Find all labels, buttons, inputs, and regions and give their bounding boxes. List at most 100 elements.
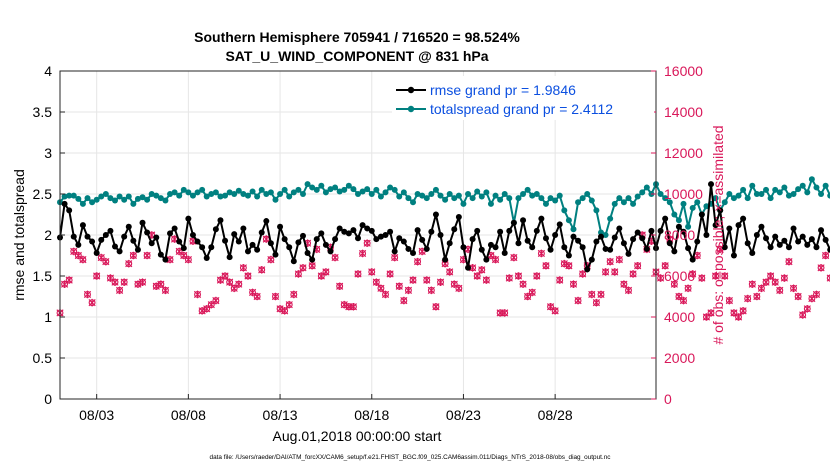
obs-assimilated-mark [166, 255, 174, 264]
obs-assimilated-mark [239, 264, 247, 272]
totalspread-point [322, 189, 329, 196]
totalspread-point [199, 186, 206, 193]
rmse-point [267, 240, 274, 247]
legend-rmse-label: rmse grand pr = 1.9846 [430, 82, 576, 98]
obs-marker [106, 274, 115, 282]
totalspread-point [602, 232, 609, 238]
obs-marker [670, 280, 678, 288]
rmse-point [744, 240, 751, 247]
totalspread-point [368, 191, 375, 197]
rmse-point [355, 235, 361, 242]
rmse-point [364, 225, 371, 232]
totalspread-point [148, 191, 155, 197]
obs-assimilated-mark [372, 278, 380, 286]
totalspread-point [350, 186, 357, 193]
obs-assimilated-mark [235, 280, 243, 288]
totalspread-point [304, 181, 311, 188]
totalspread-point [437, 192, 444, 199]
rmse-point [235, 238, 242, 245]
rmse-point [474, 227, 481, 234]
x-tick-label: 08/13 [263, 407, 298, 423]
totalspread-point [712, 195, 719, 202]
rmse-point [524, 237, 531, 244]
obs-assimilated-mark [592, 298, 600, 307]
obs-assimilated-mark [93, 272, 101, 280]
legend-spread-marker [407, 105, 415, 113]
rmse-point [102, 232, 109, 238]
rmse-point [277, 223, 284, 230]
x-axis: 08/03 08/08 08/13 08/18 08/23 08/28 [79, 394, 573, 423]
rmse-point [212, 226, 219, 233]
legend: rmse grand pr = 1.9846 totalspread grand… [392, 76, 654, 120]
totalspread-point [542, 200, 549, 207]
totalspread-point [387, 184, 394, 191]
totalspread-point [318, 182, 325, 189]
rmse-point [515, 240, 522, 247]
rmse-point [428, 228, 435, 235]
rmse-point [70, 233, 77, 240]
obs-marker [203, 305, 211, 313]
obs-assimilated-mark [606, 257, 614, 266]
x-tick-label: 08/03 [79, 407, 114, 423]
obs-marker [336, 282, 344, 291]
obs-marker [501, 309, 509, 317]
obs-marker [812, 290, 821, 299]
obs-marker [771, 278, 779, 286]
obs-assimilated-mark [780, 274, 788, 282]
obs-assimilated-mark [400, 296, 408, 305]
obs-marker [271, 292, 280, 301]
rmse-point [396, 235, 403, 242]
rmse-point [799, 233, 806, 240]
totalspread-point [327, 186, 334, 193]
obs-marker [111, 278, 119, 286]
totalspread-point [726, 191, 733, 197]
rmse-point [666, 240, 673, 247]
obs-assimilated-mark [491, 255, 500, 264]
rmse-point [345, 230, 352, 237]
obs-assimilated-mark [79, 255, 87, 264]
obs-marker [83, 290, 92, 299]
totalspread-point [584, 191, 591, 197]
totalspread-point [822, 182, 829, 189]
rmse-point [662, 215, 669, 222]
obs-marker [510, 253, 518, 262]
rmse-point [795, 238, 802, 245]
totalspread-point [753, 191, 760, 197]
obs-assimilated-mark [432, 302, 440, 311]
rmse-point [506, 227, 513, 234]
totalspread-point [167, 191, 174, 197]
obs-marker [432, 302, 440, 311]
obs-assimilated-mark [129, 251, 137, 260]
obs-marker [102, 257, 110, 266]
obs-assimilated-mark [386, 270, 394, 278]
rmse-point [208, 244, 215, 251]
totalspread-point [515, 195, 522, 202]
obs-assimilated-mark [748, 280, 756, 288]
obs-marker [253, 292, 261, 301]
totalspread-point [309, 184, 316, 191]
obs-marker [514, 272, 523, 280]
obs-assimilated-mark [776, 286, 784, 295]
obs-assimilated-mark [689, 270, 697, 278]
obs-marker [294, 270, 302, 278]
rmse-point [290, 258, 297, 265]
totalspread-point [66, 192, 73, 199]
y-left-tick-label: 3 [44, 145, 52, 161]
obs-assimilated-mark [404, 286, 413, 295]
rmse-point [510, 219, 517, 226]
obs-marker [826, 274, 830, 282]
obs-marker [423, 276, 431, 284]
obs-assimilated-mark [391, 253, 399, 262]
obs-marker [473, 272, 481, 280]
obs-assimilated-mark [785, 257, 793, 266]
rmse-point [167, 230, 174, 237]
obs-assimilated-mark [409, 276, 417, 284]
rmse-point [79, 222, 86, 229]
rmse-point [575, 237, 582, 244]
rmse-point [827, 246, 830, 253]
totalspread-point [529, 192, 536, 199]
totalspread-point [153, 192, 160, 199]
rmse-point [465, 264, 472, 271]
rmse-point [808, 236, 815, 243]
